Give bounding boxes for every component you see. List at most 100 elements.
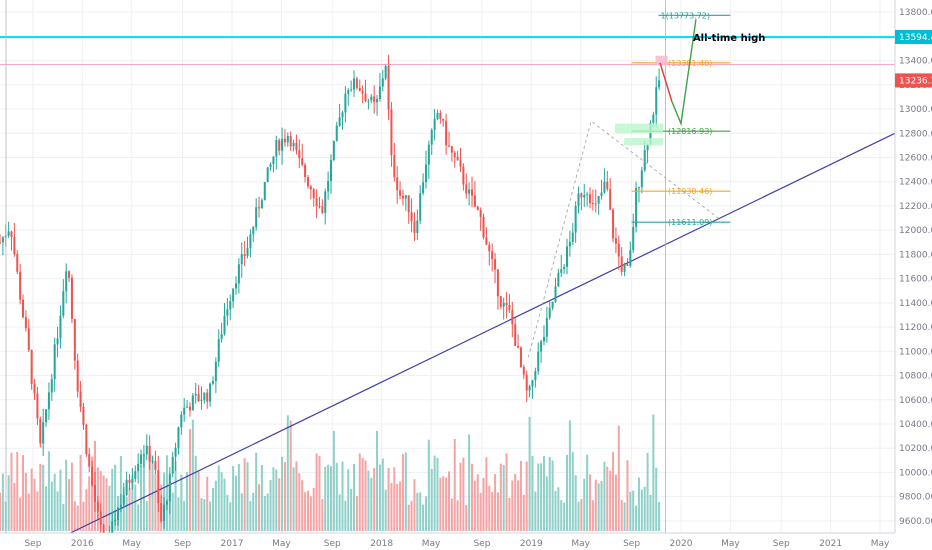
volume-bar (243, 458, 246, 531)
candle-body (390, 109, 393, 156)
volume-bar (50, 481, 53, 531)
candle-body (643, 150, 646, 171)
candle-body (560, 269, 563, 273)
candle-body (623, 264, 626, 272)
projection-up-arrow (671, 19, 697, 127)
volume-bar (312, 487, 315, 531)
candle-body (413, 221, 416, 234)
candle-body (188, 406, 191, 411)
candle-body (376, 98, 379, 103)
volume-bar (246, 462, 249, 531)
volume-bar (623, 502, 626, 531)
volume-bar (652, 414, 655, 531)
candle-body (292, 142, 295, 147)
volume-bar (30, 468, 33, 531)
candle-body (589, 194, 592, 204)
candle-body (416, 220, 419, 234)
volume-bar (361, 457, 364, 531)
volume-bar (517, 480, 520, 531)
volume-bar (499, 463, 502, 531)
candle-body (214, 361, 217, 382)
price-tick-label: 10000.00 (899, 468, 932, 478)
candle-body (252, 227, 255, 235)
volume-bar (416, 492, 419, 531)
candle-body (249, 234, 252, 249)
candle-body (508, 304, 511, 310)
candle-body (505, 302, 508, 305)
volume-bar (612, 451, 615, 531)
candle-body (1, 237, 4, 243)
candle-body (640, 170, 643, 188)
candle-body (471, 189, 474, 196)
time-tick-label: 2017 (221, 539, 244, 549)
candle-body (594, 203, 597, 205)
volume-bar (309, 496, 312, 531)
candle-body (399, 190, 402, 196)
candle-body (335, 125, 338, 141)
volume-bar (217, 465, 220, 531)
candle-body (220, 334, 223, 340)
candle-body (321, 206, 324, 213)
volume-bar (344, 500, 347, 531)
volume-bar (289, 420, 292, 531)
volume-bar (640, 489, 643, 531)
trendline[interactable] (70, 132, 896, 534)
time-tick-label: Sep (473, 539, 490, 549)
volume-bar (73, 501, 76, 531)
volume-bar (269, 479, 272, 531)
candle-body (646, 144, 649, 151)
volume-bar (260, 464, 263, 531)
candle-body (632, 226, 635, 251)
volume-bar (88, 476, 91, 531)
candle-body (468, 189, 471, 194)
volume-bar (574, 475, 577, 531)
candle-body (246, 248, 249, 256)
candle-body (281, 138, 284, 151)
volume-bar (45, 486, 48, 531)
candle-body (580, 193, 583, 198)
candle-body (327, 180, 330, 192)
volume-bar (537, 463, 540, 531)
volume-bar (174, 461, 177, 531)
candle-body (180, 414, 183, 428)
volume-bar (591, 500, 594, 531)
candle-body (353, 78, 356, 90)
volume-bar (85, 489, 88, 531)
price-tick-label: 13400.00 (899, 57, 932, 67)
volume-bar (482, 477, 485, 531)
candle-body (125, 479, 128, 495)
volume-bar (456, 500, 459, 531)
volume-bar (209, 501, 212, 531)
candle-body (649, 122, 652, 145)
time-axis[interactable]: Sep 2016 May Sep 2017 May Sep 2018 May Sep 2019 May… (0, 532, 932, 550)
volume-bar (632, 490, 635, 531)
drawings[interactable]: 1(13773.72)(13381.40)(12816.93)(11930.46… (0, 0, 895, 533)
candle-body (304, 164, 307, 178)
candle-body (177, 427, 180, 448)
candle-body (652, 114, 655, 123)
price-tick-label: 11600.00 (899, 275, 932, 285)
fib-level-label: (12816.93) (668, 127, 712, 136)
volume-bar (200, 498, 203, 531)
volume-bar (272, 467, 275, 531)
volume-bar (329, 466, 332, 531)
candles[interactable] (0, 54, 661, 550)
volume-bar (586, 454, 589, 531)
candle-body (209, 383, 212, 402)
candle-body (548, 307, 551, 318)
candle-body (338, 117, 341, 126)
price-axis[interactable]: 9600.00 9800.00 10000.00 10200.00 10400.00 10… (894, 0, 932, 550)
candle-body (393, 155, 396, 178)
volume-bar (27, 493, 30, 531)
volume-bar (263, 495, 266, 531)
time-tick-label: 2020 (670, 539, 693, 549)
fib-construction-line (527, 120, 722, 358)
volume-bar (422, 504, 425, 531)
volume-bar (177, 497, 180, 531)
volume-bar (511, 480, 514, 531)
candle-body (658, 80, 661, 88)
candle-body (47, 392, 50, 410)
projection-down-arrow (659, 62, 673, 102)
volume-bar (102, 475, 105, 531)
